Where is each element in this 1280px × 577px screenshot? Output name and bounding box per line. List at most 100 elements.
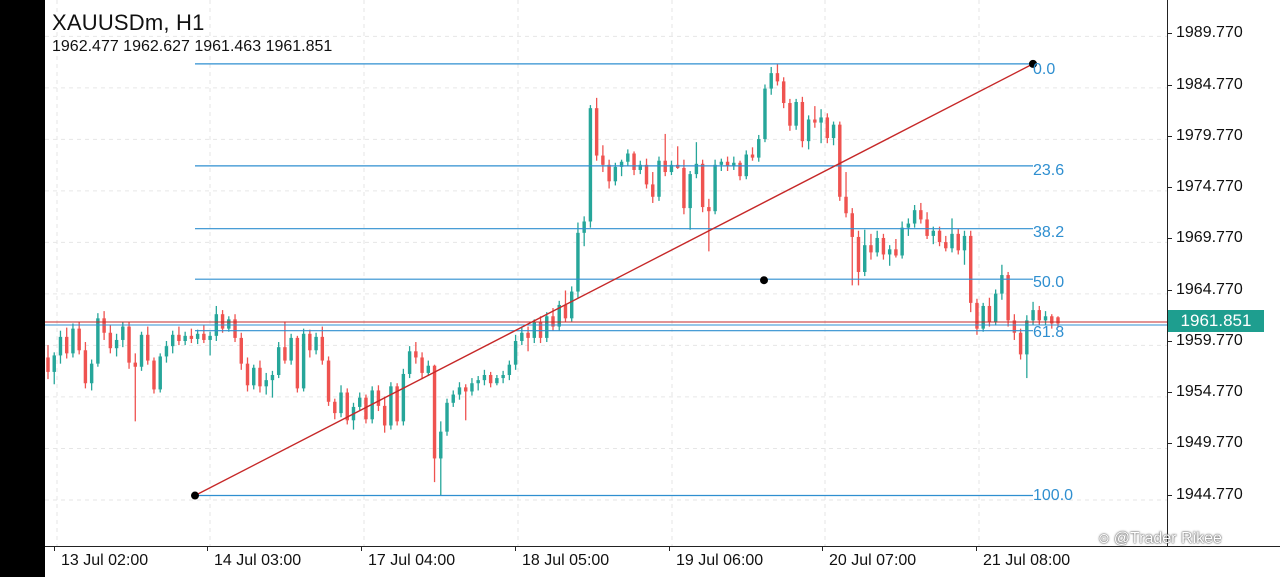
candle-body <box>657 160 661 197</box>
candle <box>364 394 368 424</box>
candle-body <box>563 304 568 319</box>
candle-body <box>769 73 773 89</box>
candle <box>395 383 399 426</box>
candle <box>632 151 636 176</box>
candle <box>170 330 175 354</box>
candle <box>439 421 443 496</box>
candle <box>445 398 449 436</box>
candle-body <box>239 337 243 364</box>
candle <box>233 314 237 343</box>
candle-body <box>813 119 817 123</box>
candle <box>482 369 487 386</box>
price-axis[interactable] <box>1167 0 1280 546</box>
candle-body <box>401 373 406 422</box>
candle <box>202 325 206 344</box>
chart-area[interactable] <box>45 0 1167 546</box>
candle-body <box>333 401 337 414</box>
candle <box>763 84 767 143</box>
candle-body <box>763 88 767 140</box>
candle-body <box>102 318 106 333</box>
candle-body <box>601 155 605 165</box>
candle <box>975 298 979 335</box>
candle-body <box>233 319 237 338</box>
price-tick-label: 1954.770 <box>1167 383 1243 400</box>
watermark-text: @Trader Rikee <box>1113 530 1222 547</box>
candle <box>488 371 493 388</box>
candle-body <box>987 305 992 323</box>
candle-body <box>993 293 998 323</box>
fib-level-label: 50.0 <box>1033 274 1065 291</box>
candle-body <box>420 357 424 373</box>
candle-body <box>220 314 225 329</box>
candle <box>52 352 56 385</box>
candle-body <box>52 355 56 372</box>
candle-body <box>694 163 699 175</box>
candle-body <box>58 336 63 356</box>
candle-body <box>788 103 792 126</box>
candle <box>58 330 63 364</box>
candle <box>245 357 250 392</box>
candle <box>713 159 717 215</box>
candle-body <box>956 233 960 251</box>
candle-body <box>894 249 898 256</box>
candle <box>158 353 162 393</box>
candle <box>464 384 468 421</box>
candle <box>962 230 967 265</box>
candle-body <box>114 339 119 349</box>
price-tick-label: 1959.770 <box>1167 332 1243 349</box>
candle-body <box>195 333 200 339</box>
candle-body <box>638 164 642 170</box>
candle-body <box>395 386 399 422</box>
candle-body <box>520 332 524 341</box>
candle <box>744 150 748 180</box>
candle <box>651 172 655 203</box>
candle-body <box>189 335 194 339</box>
candle <box>1000 264 1004 300</box>
candle <box>1018 328 1023 360</box>
candle <box>152 357 156 394</box>
candlestick-chart[interactable] <box>45 0 1167 546</box>
candle-body <box>1006 275 1010 321</box>
grid-lines <box>45 0 1167 546</box>
candle <box>108 325 113 354</box>
candle-body <box>651 184 655 197</box>
time-axis[interactable] <box>45 546 1280 577</box>
candle <box>993 289 998 326</box>
candle-body <box>632 153 636 170</box>
candle <box>102 311 106 340</box>
candle <box>956 228 960 255</box>
candle <box>414 342 418 364</box>
candle-body <box>276 347 281 375</box>
candle <box>295 335 300 393</box>
candle-body <box>146 334 150 361</box>
candle <box>644 158 649 189</box>
watermark: ⊙ @Trader Rikee <box>1098 530 1222 548</box>
time-tick-label: 17 Jul 04:00 <box>360 546 456 569</box>
candle <box>495 374 499 386</box>
candle-body <box>875 237 879 253</box>
candle-body <box>551 316 555 327</box>
candle-body <box>358 397 362 407</box>
candle <box>183 331 187 346</box>
candle-body <box>376 390 381 406</box>
candle <box>750 147 755 161</box>
time-tick-label: 14 Jul 03:00 <box>206 546 302 569</box>
candle <box>326 356 331 406</box>
candle <box>669 160 674 176</box>
candle <box>507 360 512 381</box>
candle <box>320 326 325 365</box>
candle <box>513 334 518 370</box>
candle-body <box>831 124 836 139</box>
weibo-icon: ⊙ <box>1098 530 1110 546</box>
candle <box>937 226 942 247</box>
candle-body <box>464 387 468 392</box>
candle <box>594 97 599 161</box>
fib-level-label: 23.6 <box>1033 162 1065 179</box>
candle <box>663 133 667 177</box>
candle <box>582 216 586 247</box>
candle <box>545 312 549 343</box>
candle-body <box>339 392 343 414</box>
candle-body <box>108 332 113 349</box>
candle <box>831 121 836 146</box>
candle-body <box>707 207 711 212</box>
